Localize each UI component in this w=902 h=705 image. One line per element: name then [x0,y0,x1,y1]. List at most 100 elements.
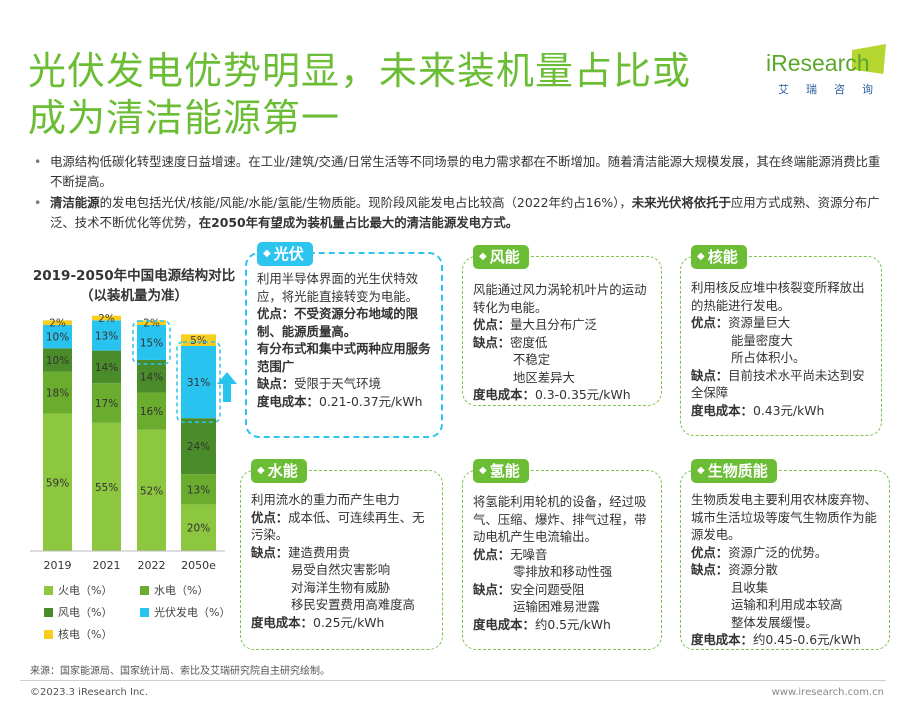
cons-text: 不稳定 [513,352,551,367]
cons-label: 缺点： [257,376,295,391]
data-label: 20% [187,523,210,535]
logo-word: iResearch [766,50,870,76]
data-label: 17% [95,398,118,410]
card-tag-label: 氢能 [489,462,520,480]
source-note: 来源：国家能源局、国家统计局、索比及艾瑞研究院自主研究绘制。 [30,666,330,677]
card-wind: ◆ 风能 风能通过风力涡轮机叶片的运动转化为电能。 优点：量大且分布广泛 缺点：密… [462,245,662,406]
bullet-text: 电源结构低碳化转型速度日益增速。在工业/建筑/交通/日常生活等不同场景的电力需求… [50,154,881,189]
pros-text: 能量密度大 [731,332,793,348]
arrow-up-icon [217,372,237,402]
data-label: 14% [140,371,163,383]
card-tag-label: 风能 [489,248,520,266]
card-desc: 将氢能利用轮机的设备，经过吸气、压缩、爆炸、排气过程，带动电机产生电流输出。 [473,494,647,544]
bar-segment [181,474,216,505]
cons-text: 对海洋生物有威胁 [291,579,391,595]
iresearch-logo: iResearch 艾瑞咨询 [766,44,888,100]
cons-label: 缺点： [473,581,511,597]
card-tag-wind: ◆ 风能 [473,245,529,269]
card-biomass: ◆ 生物质能 生物质发电主要利用农林废弃物、城市生活垃圾等废气生物质作为能源发电。… [680,459,890,650]
data-label: 52% [140,485,163,497]
bullet-emphasis: 在2050年有望成为装机量占比最大的清洁能源发电方式。 [198,215,519,230]
bar-segment [181,418,216,475]
card-tag-label: 生物质能 [707,462,768,480]
pros-text-2: 有分布式和集中式两种应用服务范围广 [257,341,431,374]
card-tag-hydro: ◆ 水能 [251,459,307,483]
card-nuclear: ◆ 核能 利用核反应堆中核裂变所释放出的热能进行发电。 优点：资源量巨大 能量密度… [680,245,882,436]
diamond-icon: ◆ [479,465,487,476]
solar-highlight-box [132,320,171,365]
chart-title: 2019-2050年中国电源结构对比（以装机量为准） [32,268,236,304]
legend-item: 火电（%） [44,582,112,598]
card-tag-nuclear: ◆ 核能 [691,245,747,269]
pros-text: 无噪音 [510,546,548,562]
card-solar: ◆ 光伏 利用半导体界面的光生伏特效应，将光能直接转变为电能。 优点：不受资源分布… [245,242,443,438]
data-label: 24% [187,441,210,453]
bar-segment [181,345,216,419]
card-desc: 利用流水的重力而产生电力 [251,492,400,507]
bar-segment [43,371,72,414]
pros-text: 不受资源分布地域的限制、能源质量高。 [257,306,419,339]
page-title-line-1: 光伏发电优势明显，未来装机量占比或 [28,49,692,93]
card-tag-solar: ◆ 光伏 [257,242,313,266]
cons-text: 整体发展缓慢。 [731,614,818,630]
data-label: 5% [190,335,207,347]
bar-segment [43,320,72,325]
cost-value: 0.21-0.37元/kWh [318,393,423,409]
bar-segment [43,413,72,551]
cost-label: 度电成本： [473,616,535,632]
pros-label: 优点： [691,544,729,560]
card-tag-label: 水能 [267,462,298,480]
bar-segment [43,348,72,372]
bar-segment [137,324,166,360]
legend-label: 火电（%） [58,584,113,597]
pros-text: 资源量巨大 [728,315,791,330]
solar-highlight-box [176,341,221,423]
website-link[interactable]: www.iresearch.com.cn [771,687,884,698]
page-title-line-2: 成为清洁能源第一 [28,96,341,140]
legend-swatch [140,585,149,595]
cost-label: 度电成本： [691,632,753,647]
diamond-icon: ◆ [479,251,487,262]
card-tag-label: 核能 [707,248,738,266]
card-hydrogen: ◆ 氢能 将氢能利用轮机的设备，经过吸气、压缩、爆炸、排气过程，带动电机产生电流输… [462,459,662,650]
diamond-icon: ◆ [257,465,265,476]
cost-value: 约0.5元/kWh [534,616,611,632]
data-label: 16% [140,406,163,418]
pros-label: 优点： [257,306,295,321]
cons-text: 运输困难易泄露 [513,599,600,614]
bar-segment [137,359,166,393]
diamond-icon: ◆ [697,251,705,262]
bar-segment [137,320,166,325]
x-tick-label: 2022 [138,559,166,572]
legend-item: 风电（%） [44,604,112,620]
cons-text: 密度低 [510,334,548,350]
data-label: 2% [143,318,160,330]
bar-segment [137,392,166,430]
data-label: 2% [49,318,66,330]
data-label: 13% [95,330,118,342]
cons-text: 移民安置费用高难度高 [291,597,415,612]
legend-swatch [44,629,53,639]
stacked-bar-chart: 59% 18% 10% 10% 2% 2019 55% 17% 14% 13% 2% 2021 52% 1… [30,313,225,572]
bar-segment [43,324,72,349]
pros-label: 优点： [473,546,511,562]
pros-label: 优点： [691,315,729,330]
data-label: 10% [46,332,69,344]
cons-text: 资源分散 [728,562,778,577]
bullet-text: 的发电包括光伏/核能/风能/水能/氢能/生物质能。现阶段风能发电占比较高（202… [99,195,632,210]
cost-value: 约0.45-0.6元/kWh [752,632,861,647]
card-desc: 利用核反应堆中核裂变所释放出的热能进行发电。 [691,280,865,313]
bar-segment [181,334,216,346]
cons-label: 缺点： [691,367,729,383]
legend-item: 光伏发电（%） [140,604,230,620]
pros-label: 优点： [473,317,511,332]
pros-label: 优点： [251,509,289,525]
data-label: 15% [140,337,163,349]
summary-bullets: 电源结构低碳化转型速度日益增速。在工业/建筑/交通/日常生活等不同场景的电力需求… [34,152,890,234]
cost-label: 度电成本： [251,614,313,630]
card-tag-biomass: ◆ 生物质能 [691,459,777,483]
data-label: 59% [46,477,69,489]
bullet-item: 电源结构低碳化转型速度日益增速。在工业/建筑/交通/日常生活等不同场景的电力需求… [34,152,890,192]
cost-value: 0.25元/kWh [312,614,385,630]
data-label: 55% [95,482,118,494]
